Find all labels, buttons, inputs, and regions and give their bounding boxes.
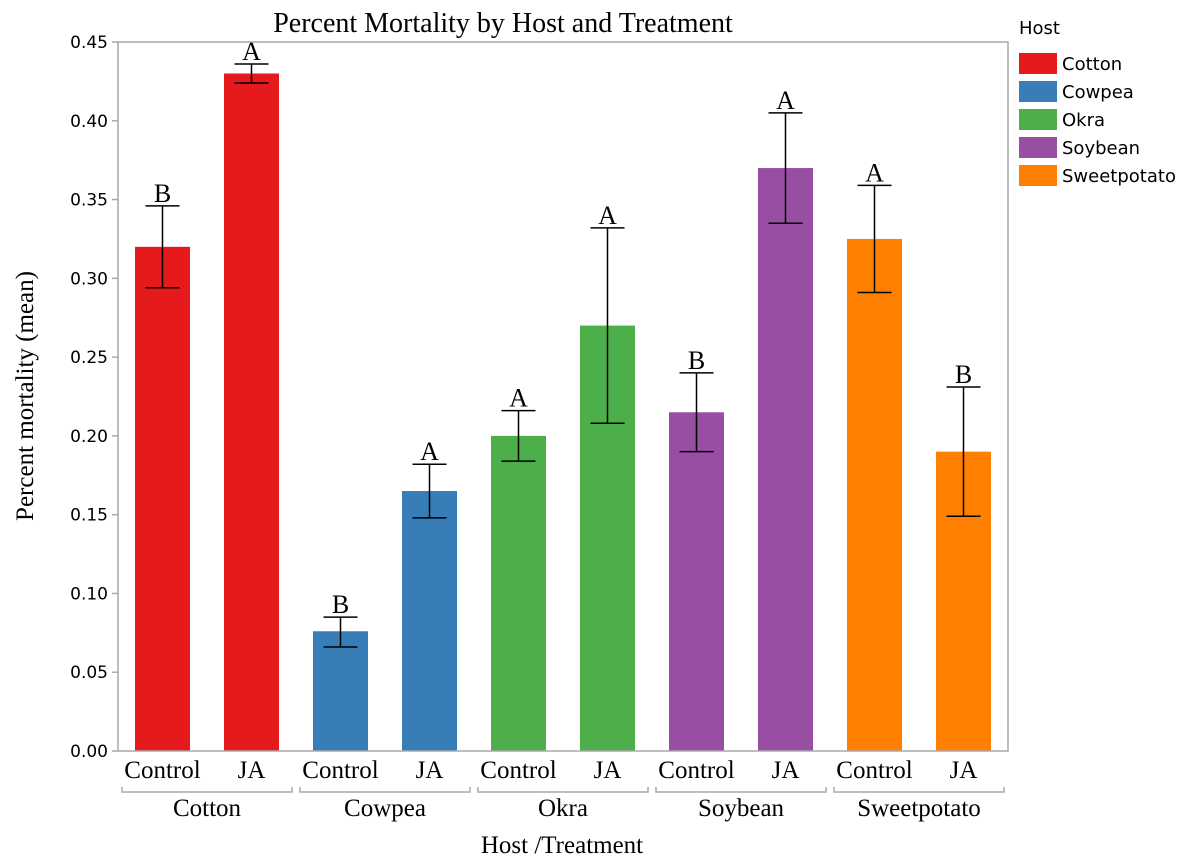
bar xyxy=(402,491,457,751)
x-group-label-host: Cotton xyxy=(173,795,242,822)
significance-letter: B xyxy=(955,360,972,389)
group-bracket xyxy=(121,787,293,793)
legend-title: Host xyxy=(1019,18,1060,39)
significance-letter: B xyxy=(688,346,705,375)
legend-swatch xyxy=(1019,165,1057,186)
significance-letter: A xyxy=(865,158,884,187)
x-group-label-host: Cowpea xyxy=(344,795,426,822)
significance-letter: A xyxy=(776,86,795,115)
legend-label: Sweetpotato xyxy=(1062,166,1176,187)
plot-frame xyxy=(117,41,1009,752)
bar xyxy=(313,631,368,751)
x-tick-label-treatment: Control xyxy=(658,757,734,784)
bar xyxy=(491,435,546,751)
x-group-label-host: Sweetpotato xyxy=(857,795,981,822)
y-tick-label: 0.00 xyxy=(70,742,108,762)
legend-label: Cowpea xyxy=(1062,82,1134,103)
x-tick-label-treatment: JA xyxy=(594,757,622,784)
bars-layer: B A B A A A B A A B xyxy=(135,37,991,752)
y-axis: 0.00 0.05 0.10 0.15 0.20 0.25 0.30 0.35 0.40 0.45 xyxy=(70,33,118,762)
legend-swatch xyxy=(1019,81,1057,102)
x-axis-label: Host /Treatment xyxy=(481,832,643,858)
significance-letter: B xyxy=(332,590,349,619)
legend-label: Soybean xyxy=(1062,138,1140,159)
y-tick-label: 0.20 xyxy=(70,427,108,447)
x-tick-label-treatment: Control xyxy=(480,757,556,784)
x-tick-label-treatment: Control xyxy=(836,757,912,784)
y-tick-label: 0.25 xyxy=(70,348,108,368)
x-tick-label-treatment: JA xyxy=(416,757,444,784)
y-axis-label: Percent mortality (mean) xyxy=(12,271,39,521)
y-tick-label: 0.10 xyxy=(70,584,108,604)
group-bracket xyxy=(477,787,649,793)
y-tick-label: 0.05 xyxy=(70,663,108,683)
y-tick-label: 0.30 xyxy=(70,269,108,289)
legend-swatch xyxy=(1019,137,1057,158)
x-group-label-host: Okra xyxy=(538,795,588,822)
bar xyxy=(669,412,724,751)
group-bracket xyxy=(299,787,471,793)
y-tick-label: 0.15 xyxy=(70,506,108,526)
significance-letter: A xyxy=(598,201,617,230)
legend-swatch xyxy=(1019,53,1057,74)
significance-letter: B xyxy=(154,179,171,208)
x-group-label-host: Soybean xyxy=(698,795,785,822)
significance-letter: A xyxy=(420,437,439,466)
y-tick-label: 0.40 xyxy=(70,112,108,132)
legend-label: Cotton xyxy=(1062,54,1122,75)
significance-letter: A xyxy=(509,384,528,413)
bar xyxy=(135,246,190,752)
x-tick-label-treatment: JA xyxy=(950,757,978,784)
significance-letter: A xyxy=(242,37,261,66)
group-bracket xyxy=(833,787,1005,793)
legend-label: Okra xyxy=(1062,110,1105,131)
chart-title: Percent Mortality by Host and Treatment xyxy=(273,8,733,39)
bar xyxy=(224,73,279,751)
x-tick-label-treatment: Control xyxy=(302,757,378,784)
y-tick-label: 0.35 xyxy=(70,191,108,211)
x-tick-label-treatment: Control xyxy=(124,757,200,784)
bar xyxy=(847,238,902,751)
bar xyxy=(758,168,813,752)
legend-swatch xyxy=(1019,109,1057,130)
group-bracket xyxy=(655,787,827,793)
y-tick-label: 0.45 xyxy=(70,33,108,53)
x-tick-label-treatment: JA xyxy=(238,757,266,784)
x-tick-label-treatment: JA xyxy=(772,757,800,784)
